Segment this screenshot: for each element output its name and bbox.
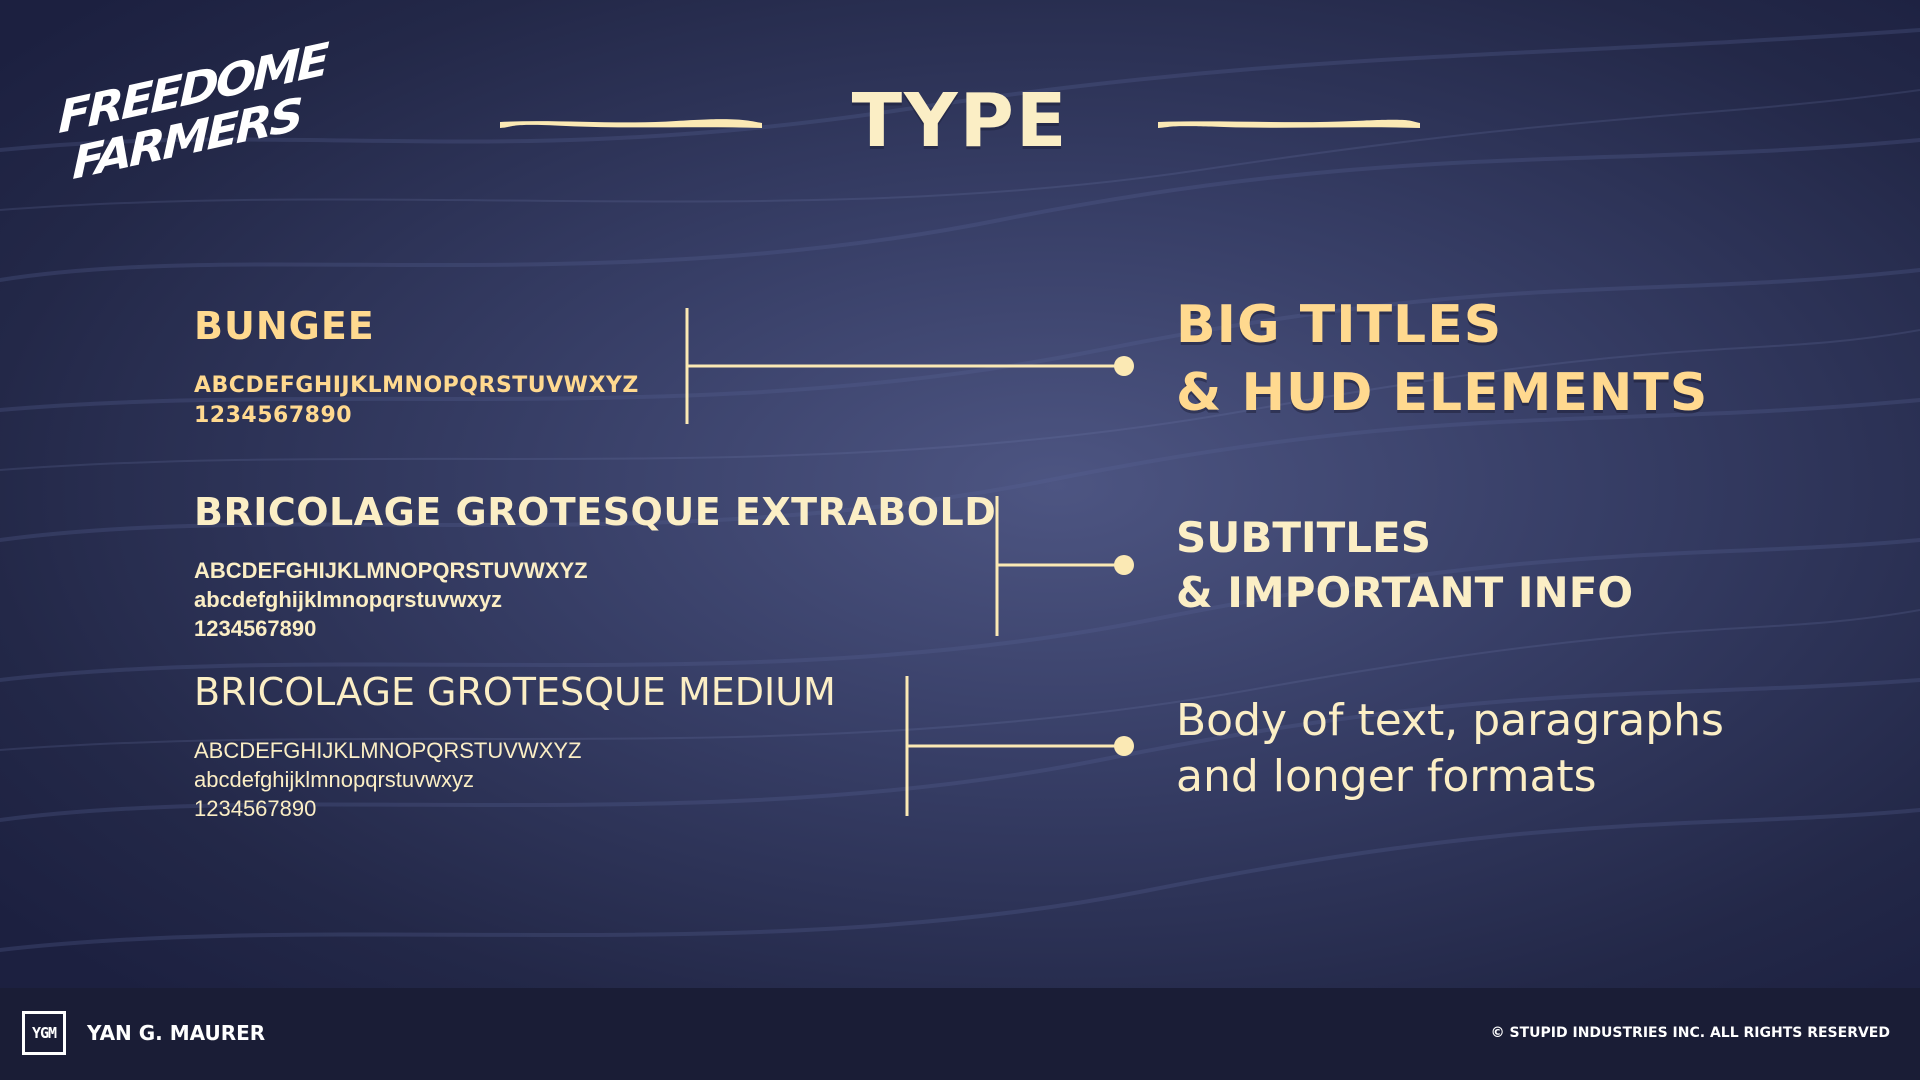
medium-sample-lowercase: abcdefghijklmnopqrstuvwxyz (194, 767, 475, 792)
bungee-sample-digits: 1234567890 (194, 403, 353, 428)
extrabold-usage-line-2: & IMPORTANT INFO (1176, 568, 1634, 617)
medium-sample-uppercase: ABCDEFGHIJKLMNOPQRSTUVWXYZ (194, 738, 582, 763)
title-underline-right (1158, 119, 1420, 128)
extrabold-sample-lowercase: abcdefghijklmnopqrstuvwxyz (194, 587, 503, 612)
font-name-bricolage-medium: BRICOLAGE GROTESQUE MEDIUM (194, 670, 836, 714)
medium-sample-digits: 1234567890 (194, 796, 317, 821)
footer: YGM YAN G. MAURER © STUPID INDUSTRIES IN… (0, 988, 1920, 1080)
copyright-notice: © STUPID INDUSTRIES INC. ALL RIGHTS RESE… (1490, 1025, 1890, 1041)
medium-usage-line-2: and longer formats (1176, 751, 1597, 802)
freedome-farmers-logo: FREEDOME FARMERS (48, 33, 327, 200)
bungee-usage-line-1: BIG TITLES (1176, 295, 1503, 355)
font-name-bungee: BUNGEE (194, 304, 375, 348)
title-underline-left (500, 119, 762, 128)
background-wave-pattern (0, 28, 1920, 952)
bungee-sample-uppercase: ABCDEFGHIJKLMNOPQRSTUVWXYZ (194, 373, 639, 398)
bungee-usage-line-2: & HUD ELEMENTS (1176, 363, 1709, 423)
font-name-bricolage-extrabold: BRICOLAGE GROTESQUE EXTRABOLD (194, 490, 997, 534)
page-title: TYPE (851, 78, 1069, 164)
medium-usage-line-1: Body of text, paragraphs (1176, 695, 1724, 746)
extrabold-usage-line-1: SUBTITLES (1176, 513, 1431, 562)
extrabold-sample-digits: 1234567890 (194, 616, 317, 641)
author-name: YAN G. MAURER (87, 1021, 266, 1045)
extrabold-sample-uppercase: ABCDEFGHIJKLMNOPQRSTUVWXYZ (194, 558, 588, 583)
ygm-logo: YGM (22, 1011, 66, 1055)
